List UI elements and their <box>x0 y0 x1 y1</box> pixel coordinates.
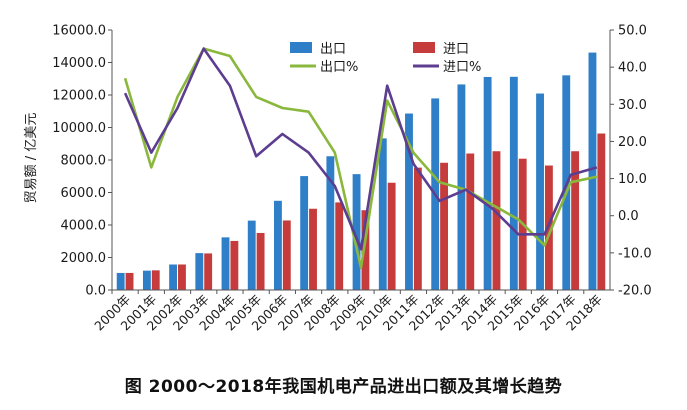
import-bar <box>204 253 213 290</box>
right-tick-label: 20.0 <box>618 135 647 150</box>
import-bar <box>466 153 475 290</box>
left-tick-label: 2000.0 <box>61 251 107 266</box>
legend-import-swatch <box>413 42 435 53</box>
export-bar <box>536 93 544 290</box>
export-bar <box>247 220 256 290</box>
export-bar <box>483 76 492 291</box>
export-bar <box>274 200 282 290</box>
right-tick-label: 10.0 <box>618 172 647 187</box>
legend-export-swatch <box>290 42 312 53</box>
right-tick-label: 50.0 <box>618 24 647 39</box>
export-bar <box>142 270 151 290</box>
import-bar <box>440 162 448 290</box>
export-bar <box>300 176 309 290</box>
export-bar <box>116 272 125 290</box>
import-bar <box>282 220 291 290</box>
right-tick-label: -20.0 <box>618 284 652 299</box>
import-bar <box>387 182 396 290</box>
export-bar <box>326 156 335 290</box>
import-bar <box>256 232 265 290</box>
left-tick-label: 10000.0 <box>52 121 106 136</box>
export-bar <box>221 237 230 290</box>
left-tick-label: 6000.0 <box>61 186 107 201</box>
export-bar <box>352 174 361 290</box>
right-tick-label: 40.0 <box>618 61 647 76</box>
left-tick-label: 12000.0 <box>52 89 106 104</box>
import-bar <box>597 133 606 290</box>
import-bar <box>361 210 370 290</box>
import-bar <box>151 270 160 290</box>
legend-export-label: 出口 <box>320 42 346 57</box>
left-tick-label: 4000.0 <box>61 219 107 234</box>
left-tick-label: 0.0 <box>85 284 106 299</box>
export-bar <box>195 253 204 290</box>
legend-export-pct-label: 出口% <box>320 60 358 75</box>
export-bar <box>405 113 413 291</box>
export-bar <box>169 264 178 290</box>
import-bar <box>413 167 422 290</box>
right-tick-label: -10.0 <box>618 246 652 261</box>
export-bar <box>588 52 597 291</box>
import-bar <box>544 165 553 290</box>
import-bar <box>230 240 239 290</box>
legend-import-label: 进口 <box>443 42 469 57</box>
left-tick-label: 16000.0 <box>52 24 106 39</box>
export-bar <box>509 76 518 290</box>
import-bar <box>125 272 134 290</box>
import-bar <box>178 264 186 290</box>
right-tick-label: 30.0 <box>618 98 647 113</box>
figure-caption: 图 2000～2018年我国机电产品进出口额及其增长趋势 <box>124 377 563 397</box>
import-growth-line <box>123 47 598 251</box>
right-tick-label: 0.0 <box>618 209 639 224</box>
import-bar <box>335 202 344 290</box>
export-bar <box>378 138 387 290</box>
left-tick-label: 8000.0 <box>61 154 107 169</box>
import-bar <box>492 151 501 290</box>
import-bar <box>309 208 317 290</box>
y-axis-label: 贸易额 / 亿美元 <box>24 113 39 204</box>
left-tick-label: 14000.0 <box>52 56 106 71</box>
import-bar <box>571 151 580 290</box>
legend-import-pct-label: 进口% <box>443 60 481 75</box>
